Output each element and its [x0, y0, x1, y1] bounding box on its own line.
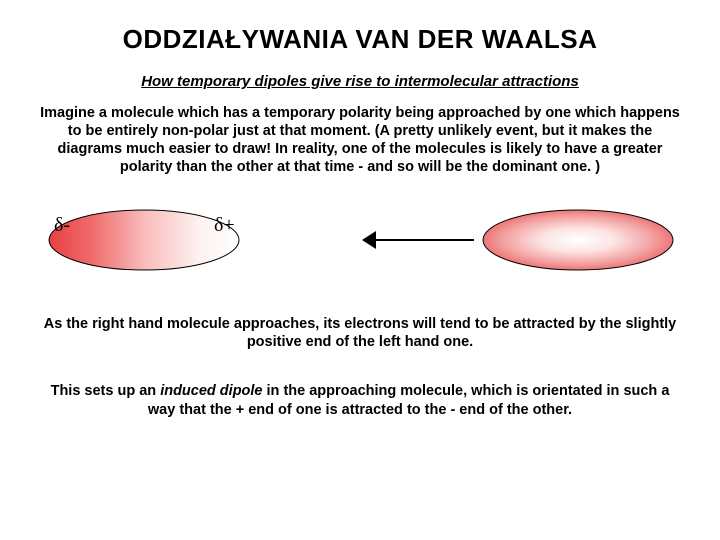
paragraph-3: This sets up an induced dipole in the ap… — [36, 382, 684, 420]
svg-text:δ+: δ+ — [214, 214, 235, 236]
dipole-diagram: δ-δ+ — [36, 195, 684, 285]
paragraph-2: As the right hand molecule approaches, i… — [36, 315, 684, 353]
subtitle: How temporary dipoles give rise to inter… — [36, 73, 684, 90]
paragraph-3-emph: induced dipole — [160, 383, 262, 399]
paragraph-3a: This sets up an — [51, 383, 161, 399]
svg-text:δ-: δ- — [54, 214, 70, 236]
page-title: ODDZIAŁYWANIA VAN DER WAALSA — [36, 24, 684, 55]
paragraph-1: Imagine a molecule which has a temporary… — [36, 104, 684, 177]
